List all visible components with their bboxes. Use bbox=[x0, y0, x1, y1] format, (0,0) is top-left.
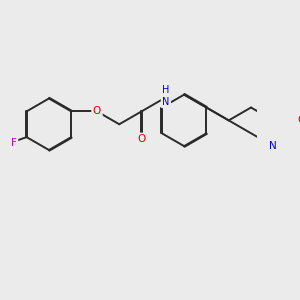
Text: N: N bbox=[269, 141, 277, 151]
Text: O: O bbox=[93, 106, 101, 116]
Text: H
N: H N bbox=[162, 85, 169, 107]
Text: F: F bbox=[11, 138, 17, 148]
Text: O: O bbox=[297, 116, 300, 125]
Text: O: O bbox=[137, 134, 146, 144]
